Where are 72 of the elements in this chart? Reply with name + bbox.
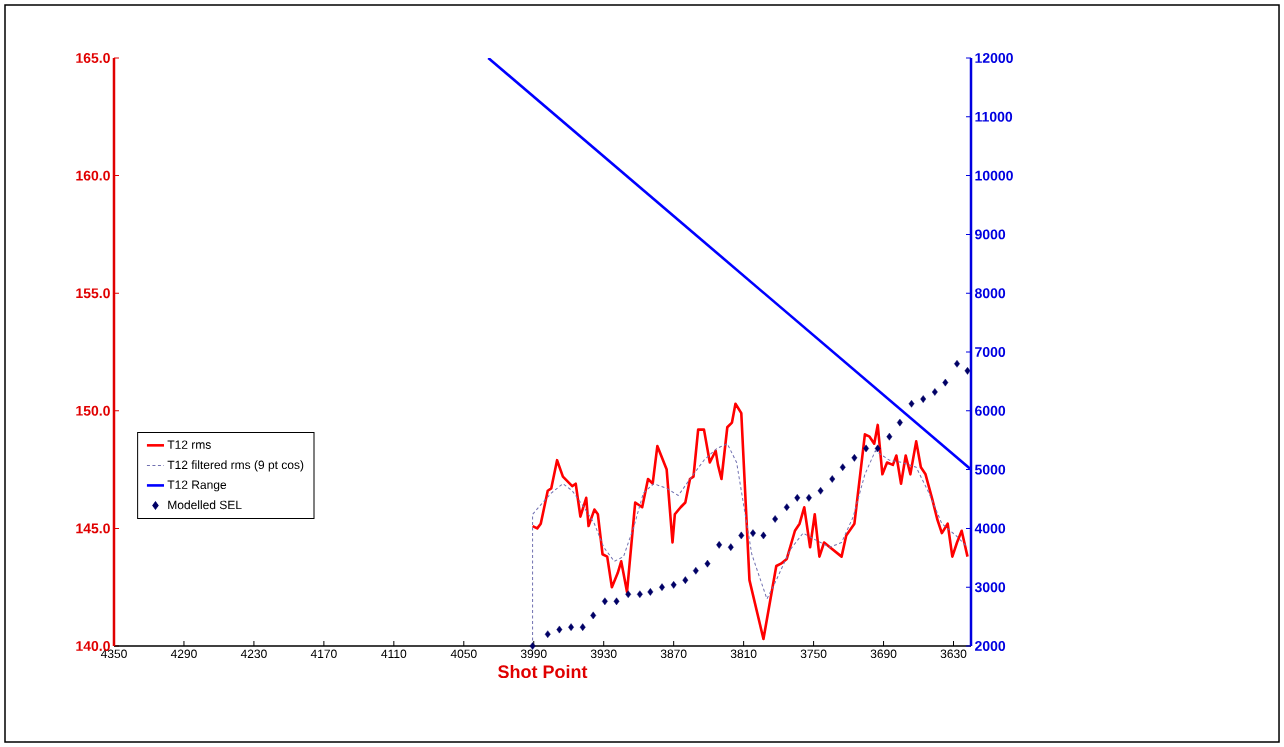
x-tick-label: 3870 — [660, 649, 687, 659]
y-tick-label: 165.0 — [76, 53, 110, 63]
legend-label: T12 filtered rms (9 pt cos) — [167, 460, 304, 472]
point — [647, 588, 654, 596]
y-tick-label: 160.0 — [76, 170, 110, 181]
point — [874, 444, 881, 453]
y2-tick-label: 2000 — [975, 641, 1006, 651]
x-axis-title: Shot Point — [498, 664, 588, 679]
y-tick-label: 140.0 — [76, 641, 110, 651]
point — [704, 559, 711, 568]
y2-tick-label: 12000 — [975, 53, 1013, 63]
point — [851, 454, 858, 462]
x-tick-label: 3690 — [870, 649, 897, 659]
point — [783, 503, 790, 512]
point — [579, 623, 586, 631]
point — [896, 418, 903, 427]
point — [839, 463, 846, 472]
legend-label: T12 rms — [167, 440, 211, 449]
x-tick-label: 4110 — [381, 649, 407, 659]
legend-label: T12 Range — [167, 480, 227, 492]
point — [817, 486, 824, 495]
x-tick-label: 3990 — [520, 649, 547, 659]
y2-tick-label: 3000 — [974, 582, 1006, 593]
point — [716, 541, 723, 549]
point — [659, 583, 665, 591]
y2-tick-label: 6000 — [975, 405, 1006, 416]
x-tick-label: 4050 — [450, 649, 477, 659]
point — [738, 531, 745, 540]
y2-tick-label: 7000 — [975, 347, 1006, 357]
point — [964, 367, 971, 375]
point — [772, 515, 779, 523]
x-tick-label: 4290 — [170, 649, 197, 659]
point — [590, 611, 597, 620]
point — [750, 529, 756, 537]
y2-tick-label: 4000 — [974, 523, 1006, 534]
point — [908, 399, 915, 408]
y-tick-label: 150.0 — [76, 405, 110, 416]
x-tick-label: 4230 — [240, 649, 267, 659]
point — [544, 630, 551, 639]
point — [806, 494, 812, 502]
point — [942, 378, 949, 387]
point — [556, 625, 563, 634]
point — [682, 576, 689, 584]
y2-tick-label: 8000 — [974, 288, 1006, 299]
point — [920, 395, 927, 403]
legend-label: Modelled SEL — [168, 500, 242, 510]
y2-tick-label: 11000 — [975, 111, 1013, 122]
y2-tick-label: 9000 — [975, 229, 1006, 240]
y-tick-label: 145.0 — [76, 523, 110, 534]
point — [625, 590, 632, 599]
y2-tick-label: 10000 — [975, 170, 1013, 181]
point — [760, 531, 767, 540]
point — [931, 388, 938, 396]
point — [692, 566, 699, 575]
point — [829, 475, 836, 483]
y-tick-label: 155.0 — [76, 288, 110, 299]
point — [636, 590, 643, 599]
point — [886, 432, 893, 441]
y2-tick-label: 5000 — [974, 464, 1006, 475]
x-tick-label: 4350 — [100, 649, 127, 659]
point — [794, 494, 801, 502]
x-tick-label: 3630 — [940, 649, 967, 659]
x-tick-label: 3930 — [590, 649, 617, 659]
x-tick-label: 3750 — [800, 649, 827, 659]
point — [727, 543, 734, 552]
x-tick-label: 4170 — [310, 649, 337, 659]
point — [613, 597, 620, 606]
point — [601, 597, 608, 606]
x-tick-label: 3810 — [730, 649, 757, 659]
line-series — [531, 402, 969, 641]
point — [568, 623, 574, 631]
point — [670, 581, 677, 589]
